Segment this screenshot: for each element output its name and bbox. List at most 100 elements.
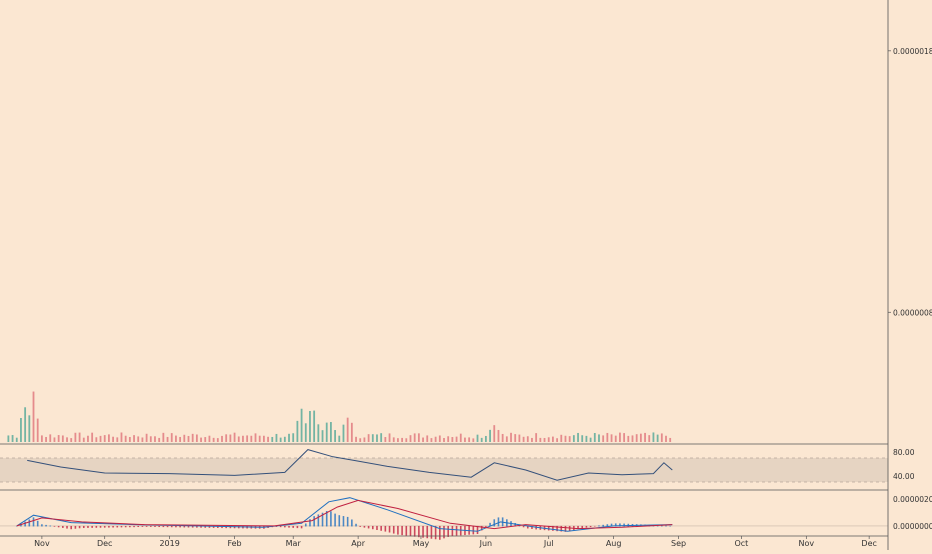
volume-bar-2 [15,437,18,442]
volume-bar-108 [459,433,462,442]
macd-hist-14 [74,525,77,529]
volume-bar-40 [175,435,177,442]
rsi-line [27,449,673,481]
macd-line [16,497,673,532]
macd-hist-128 [552,525,554,531]
volume-bar-42 [183,434,186,442]
volume-bar-53 [229,434,232,442]
macd-hist-46 [208,525,211,528]
macd-hist-22 [108,525,110,528]
volume-bar-67 [288,433,290,442]
volume-bar-137 [581,435,584,442]
volume-bar-50 [216,438,219,442]
macd-hist-38 [175,525,177,528]
volume-bar-95 [405,438,408,442]
macd-hist-24 [116,525,119,528]
volume-bar-73 [313,410,316,442]
macd-hist-155 [665,525,667,527]
macd-hist-15 [78,525,81,529]
time-tick-label-13: Dec [861,539,876,548]
macd-hist-49 [221,525,223,529]
volume-bar-7 [36,418,39,442]
volume-bar-5 [28,415,31,442]
volume-bar-38 [166,436,169,442]
macd-tick-label-1: 0.00000000 [893,522,932,531]
volume-bar-151 [639,433,642,442]
volume-bar-155 [656,434,659,442]
volume-bar-138 [585,435,588,442]
volume-bar-103 [438,435,441,442]
volume-bar-148 [627,435,630,442]
volume-bar-141 [598,434,600,442]
volume-bar-71 [304,423,307,442]
macd-hist-156 [669,525,671,527]
macd-hist-139 [598,525,600,527]
macd-hist-136 [585,525,588,528]
volume-bar-131 [556,438,558,442]
rsi-band [0,458,888,482]
macd-hist-34 [158,525,160,528]
volume-bar-61 [262,435,265,442]
macd-hist-67 [296,525,299,529]
volume-bar-51 [221,435,223,442]
macd-hist-5 [36,520,39,527]
time-tick-label-0: Nov [34,539,50,548]
time-tick-label-3: Feb [227,539,241,548]
macd-hist-145 [623,523,625,527]
time-tick-label-8: Jul [543,539,554,548]
volume-bar-143 [606,432,609,442]
volume-bar-75 [321,430,324,442]
time-tick-label-6: May [413,539,430,548]
volume-bar-32 [141,437,144,442]
volume-bar-127 [539,437,542,442]
macd-hist-84 [367,525,370,529]
volume-bar-116 [493,425,496,442]
volume-bar-77 [330,422,332,442]
signal-line [16,499,673,530]
rsi-band-group [0,457,888,483]
macd-hist-32 [149,525,152,527]
macd-hist-91 [397,525,399,535]
macd-hist-29 [137,525,140,528]
macd-hist-64 [284,525,286,528]
macd-hist-63 [279,525,282,528]
volume-bar-107 [455,436,458,442]
macd-hist-101 [439,525,441,540]
volume-bar-101 [430,438,433,442]
volume-bar-96 [409,435,412,442]
volume-bar-26 [116,437,119,442]
volume-bar-3 [20,418,22,442]
macd-hist-142 [610,523,613,527]
volume-bar-27 [120,432,123,442]
volume-bar-16 [74,432,77,442]
volume-bar-126 [535,433,538,442]
macd-hist-19 [95,525,98,528]
macd-hist-73 [321,512,324,527]
macd-hist-122 [526,525,529,529]
volume-bar-43 [187,435,190,442]
volume-bar-88 [376,434,378,442]
macd-hist-30 [141,525,144,527]
volume-bar-41 [179,436,182,442]
macd-hist-123 [531,525,533,529]
volume-bar-63 [271,436,274,442]
volume-bar-12 [57,435,60,442]
macd-hist-131 [564,525,567,532]
volume-bar-29 [128,437,131,442]
volume-bar-48 [208,435,211,442]
macd-hist-27 [129,525,131,528]
macd-hist-71 [313,516,315,527]
time-tick-label-7: Jun [479,539,493,548]
volume-bar-8 [40,435,43,442]
macd-hist-28 [133,525,135,528]
time-tick-label-1: Dec [97,539,112,548]
volume-bar-136 [577,432,579,442]
volume-bar-153 [648,435,651,442]
macd-hist-21 [103,525,106,528]
macd-hist-135 [581,525,584,529]
volume-bar-15 [70,438,73,442]
volume-bar-65 [279,437,282,442]
